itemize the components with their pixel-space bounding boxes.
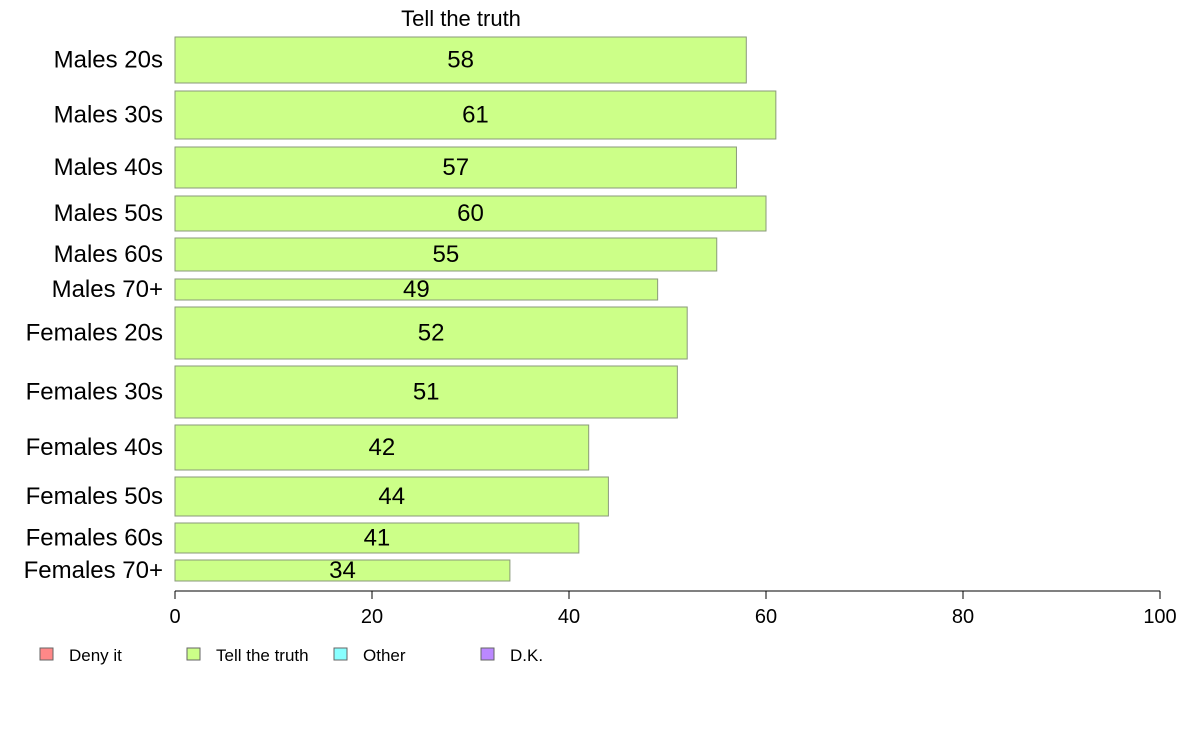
x-axis: 0 20 40 60 80 100 [169,590,1177,628]
category-label: Males 20s [54,47,163,74]
bars-layer: Males 20s 58 Males 30s 61 Males 40s 57 Males 5… [24,36,777,584]
bar [174,559,511,582]
legend-label: Tell the truth [216,646,309,665]
x-tick-label: 100 [1143,606,1176,628]
bar [174,90,777,140]
category-label: Females 70+ [24,557,163,584]
category-label: Males 60s [54,241,163,268]
value-label: 49 [403,276,430,303]
chart-title: Tell the truth [401,6,521,31]
legend-label: Deny it [69,646,122,665]
x-tick-label: 60 [755,606,777,628]
category-label: Females 20s [26,320,163,347]
x-tick-label: 0 [169,606,180,628]
value-label: 34 [329,557,356,584]
value-label: 58 [447,47,474,74]
x-tick-label: 80 [952,606,974,628]
x-tick-label: 40 [558,606,580,628]
bar [174,237,718,272]
legend: Deny it Tell the truth Other D.K. [39,646,543,665]
category-label: Males 70+ [52,276,163,303]
category-label: Females 30s [26,379,163,406]
value-label: 41 [364,525,391,552]
category-label: Females 50s [26,483,163,510]
category-label: Males 50s [54,200,163,227]
bar [174,365,678,419]
legend-swatch [186,647,201,661]
x-tick-label: 20 [361,606,383,628]
value-label: 52 [418,320,445,347]
legend-swatch [480,647,495,661]
value-label: 60 [457,200,484,227]
value-label: 61 [462,102,489,129]
bar [174,36,747,84]
legend-label: Other [363,646,406,665]
value-label: 55 [433,241,460,268]
bar [174,522,580,554]
category-label: Males 40s [54,154,163,181]
value-label: 51 [413,379,440,406]
value-label: 42 [368,434,395,461]
bar [174,195,767,232]
category-label: Females 40s [26,434,163,461]
bar [174,306,688,360]
legend-swatch [333,647,348,661]
bar [174,146,737,189]
value-label: 44 [378,483,405,510]
category-label: Males 30s [54,102,163,129]
bar [174,424,590,471]
legend-swatch [39,647,54,661]
value-label: 57 [442,154,469,181]
bar [174,476,609,517]
category-label: Females 60s [26,525,163,552]
bar [174,278,659,301]
legend-label: D.K. [510,646,543,665]
